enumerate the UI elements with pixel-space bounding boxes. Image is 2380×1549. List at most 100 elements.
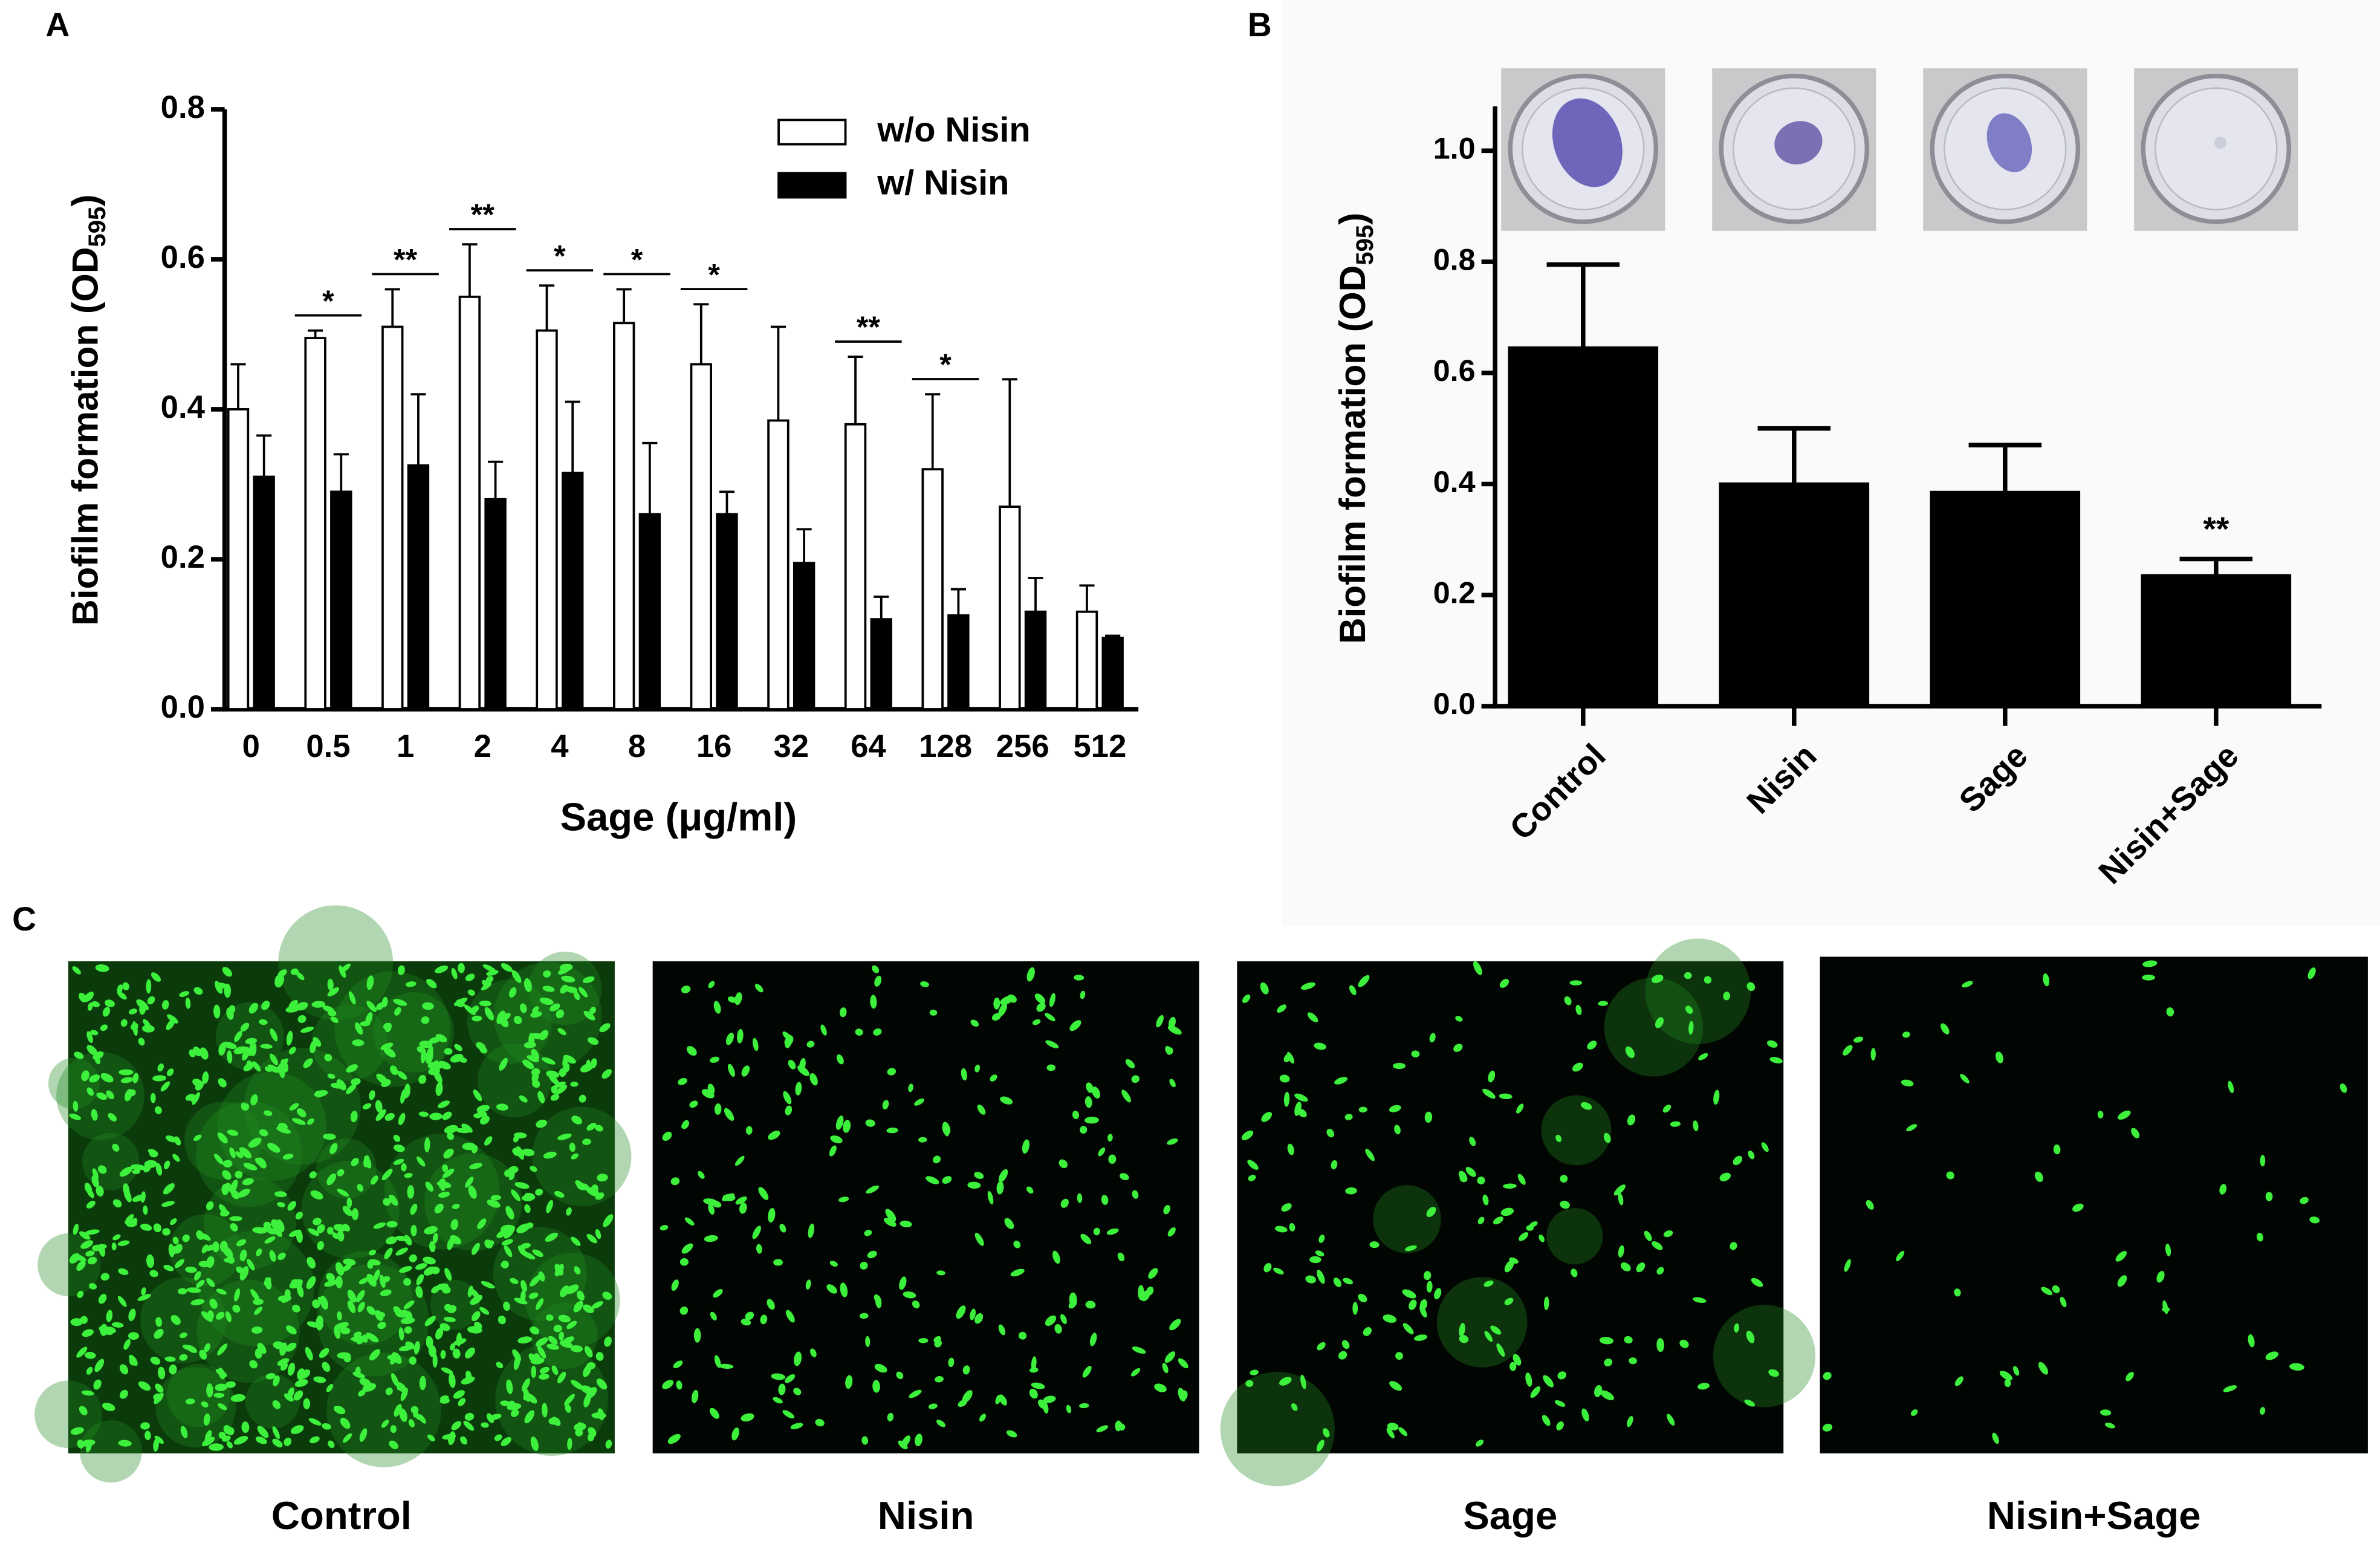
cell	[595, 1352, 604, 1361]
cell	[473, 1089, 482, 1102]
cell	[443, 1316, 456, 1322]
cell	[118, 1440, 132, 1447]
cell	[472, 1015, 482, 1022]
cell	[438, 1178, 446, 1189]
cell	[190, 1299, 205, 1305]
cell	[138, 1038, 145, 1046]
cell	[536, 1119, 547, 1128]
error-bar	[333, 453, 349, 492]
cell	[582, 976, 595, 984]
cell	[189, 1049, 196, 1057]
cell	[284, 1393, 294, 1402]
micrograph-label: Nisin+Sage	[1987, 1493, 2201, 1538]
cell	[1260, 982, 1269, 995]
cell	[381, 1420, 389, 1428]
cell	[337, 1230, 345, 1242]
error-bar	[925, 393, 941, 470]
cell	[317, 1296, 326, 1307]
cell	[689, 1100, 698, 1108]
cell	[234, 1288, 241, 1302]
cell	[310, 1436, 320, 1444]
cell	[271, 1219, 279, 1229]
cell	[256, 1248, 262, 1256]
cell	[1010, 1268, 1025, 1277]
cell	[809, 1073, 818, 1086]
y-axis-label: Biofilm formation (OD595)	[65, 195, 111, 626]
cell	[155, 1163, 163, 1176]
cell	[213, 1004, 221, 1019]
cell	[559, 1340, 573, 1348]
cell	[241, 1103, 250, 1111]
cell	[785, 1310, 795, 1323]
cell	[599, 1023, 611, 1033]
x-tick-label: 256	[996, 729, 1049, 764]
cell	[235, 1171, 243, 1179]
cell	[840, 1007, 847, 1018]
cell	[377, 1322, 386, 1330]
cell	[1101, 1195, 1109, 1205]
cell	[1344, 1114, 1353, 1120]
cell	[198, 1261, 210, 1268]
cell	[153, 1393, 161, 1400]
cell	[85, 1351, 96, 1359]
cell	[143, 1205, 148, 1215]
cell	[546, 1314, 554, 1321]
cell	[137, 1294, 151, 1301]
cell	[1281, 1203, 1292, 1212]
cell	[229, 1216, 242, 1221]
cell	[410, 1203, 418, 1215]
cell	[364, 1155, 372, 1169]
cell	[1389, 1381, 1402, 1391]
y-tick-label: 0.8	[1433, 242, 1476, 276]
cell	[76, 1346, 88, 1358]
cell	[1499, 1093, 1513, 1099]
cell	[251, 1326, 263, 1334]
cell	[908, 1083, 913, 1093]
glow	[215, 1002, 284, 1071]
cell	[366, 1001, 377, 1012]
cell	[517, 1245, 527, 1256]
cell	[1853, 1036, 1864, 1043]
cell	[558, 1314, 571, 1323]
cell	[692, 1389, 699, 1403]
y-axis-label-subscript: 595	[1351, 225, 1378, 265]
cell	[567, 1437, 572, 1450]
cell	[1402, 1289, 1416, 1299]
cell	[381, 1168, 393, 1181]
cell	[1121, 1089, 1131, 1103]
bar	[562, 472, 584, 710]
cell	[1693, 1120, 1699, 1131]
cell	[583, 1304, 594, 1314]
micrograph	[1237, 961, 1784, 1453]
cell	[452, 1348, 461, 1359]
cell	[546, 1343, 559, 1350]
cell	[119, 1364, 129, 1375]
cell	[588, 1427, 597, 1437]
cell	[899, 1276, 907, 1290]
cell	[1036, 1002, 1046, 1012]
cell	[313, 1037, 322, 1047]
cell	[435, 1082, 443, 1096]
cell	[866, 1185, 880, 1194]
cell	[216, 1288, 227, 1295]
cell	[86, 1045, 98, 1056]
cell	[1684, 972, 1692, 979]
cell	[257, 1157, 267, 1169]
y-tick-label: 0.8	[161, 89, 205, 125]
error-bar	[848, 356, 863, 424]
cell	[990, 1074, 997, 1082]
cell	[1693, 1297, 1707, 1304]
cell	[741, 1065, 750, 1077]
cell	[974, 1232, 984, 1246]
cell	[366, 1306, 376, 1316]
cell	[1734, 1323, 1740, 1333]
cell	[679, 1306, 689, 1315]
cell	[279, 1342, 287, 1356]
cell	[2072, 1203, 2084, 1212]
cell	[520, 1242, 531, 1249]
cell	[566, 1284, 579, 1294]
cell	[684, 1217, 695, 1226]
cell	[845, 1375, 853, 1389]
cell	[686, 1046, 697, 1056]
